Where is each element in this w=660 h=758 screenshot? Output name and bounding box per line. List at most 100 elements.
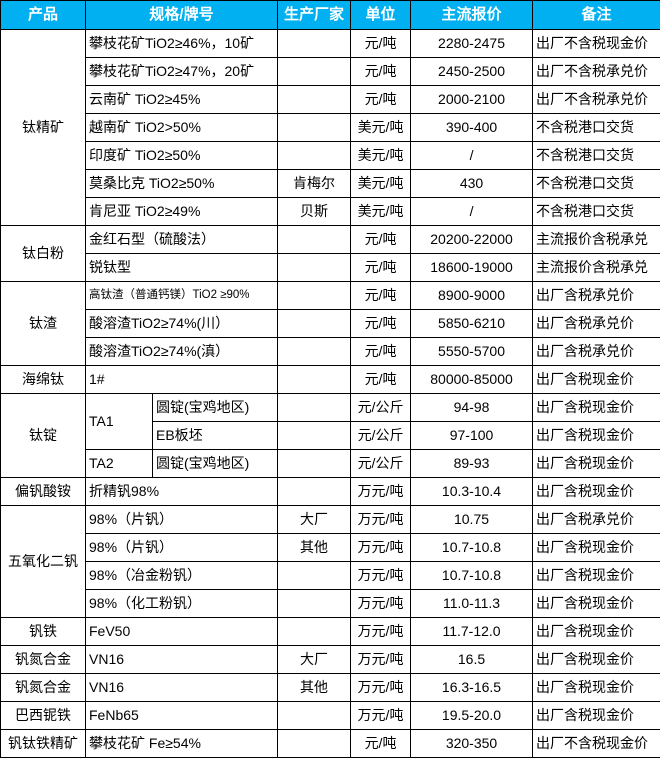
cell-price: 5850-6210 bbox=[411, 310, 533, 338]
cell-unit: 万元/吨 bbox=[351, 590, 411, 618]
cell-price: 430 bbox=[411, 170, 533, 198]
cell-manufacturer bbox=[278, 702, 351, 730]
cell-manufacturer bbox=[278, 86, 351, 114]
cell-remark: 出厂不含税承兑价 bbox=[533, 58, 660, 86]
cell-unit: 元/吨 bbox=[351, 30, 411, 58]
cell-unit: 美元/吨 bbox=[351, 142, 411, 170]
cell-spec: VN16 bbox=[86, 674, 278, 702]
cell-unit: 万元/吨 bbox=[351, 618, 411, 646]
cell-remark: 出厂不含税现金价 bbox=[533, 30, 660, 58]
cell-spec: 高钛渣（普通钙镁）TiO2 ≥90% bbox=[86, 282, 278, 310]
cell-unit: 元/吨 bbox=[351, 338, 411, 366]
cell-unit: 美元/吨 bbox=[351, 114, 411, 142]
cell-spec: 98%（片钒） bbox=[86, 506, 278, 534]
cell-manufacturer bbox=[278, 114, 351, 142]
cell-manufacturer bbox=[278, 618, 351, 646]
cell-product: 钒氮合金 bbox=[1, 646, 86, 674]
table-row: 印度矿 TiO2≥50%美元/吨/不含税港口交货 bbox=[1, 142, 660, 170]
cell-unit: 万元/吨 bbox=[351, 506, 411, 534]
cell-remark: 出厂不含税承兑价 bbox=[533, 86, 660, 114]
cell-spec: VN16 bbox=[86, 646, 278, 674]
cell-spec: 折精钒98% bbox=[86, 478, 278, 506]
cell-price: 10.75 bbox=[411, 506, 533, 534]
cell-product: 钛白粉 bbox=[1, 226, 86, 282]
cell-remark: 不含税港口交货 bbox=[533, 170, 660, 198]
cell-spec: 锐钛型 bbox=[86, 254, 278, 282]
cell-price: 20200-22000 bbox=[411, 226, 533, 254]
cell-manufacturer bbox=[278, 562, 351, 590]
cell-spec: FeV50 bbox=[86, 618, 278, 646]
header-unit: 单位 bbox=[351, 1, 411, 30]
cell-spec-grade: TA1 bbox=[86, 394, 153, 450]
cell-remark: 出厂含税承兑价 bbox=[533, 338, 660, 366]
cell-price: 94-98 bbox=[411, 394, 533, 422]
cell-price: 11.7-12.0 bbox=[411, 618, 533, 646]
cell-remark: 出厂含税承兑价 bbox=[533, 310, 660, 338]
cell-spec: 98%（冶金粉钒） bbox=[86, 562, 278, 590]
cell-manufacturer bbox=[278, 422, 351, 450]
cell-price: 2000-2100 bbox=[411, 86, 533, 114]
cell-spec-grade: TA2 bbox=[86, 450, 153, 478]
cell-spec: 印度矿 TiO2≥50% bbox=[86, 142, 278, 170]
cell-spec-form: 圆锭(宝鸡地区) bbox=[153, 450, 278, 478]
cell-spec: 1# bbox=[86, 366, 278, 394]
cell-manufacturer bbox=[278, 310, 351, 338]
cell-unit: 元/吨 bbox=[351, 254, 411, 282]
cell-manufacturer: 大厂 bbox=[278, 646, 351, 674]
cell-price: 18600-19000 bbox=[411, 254, 533, 282]
cell-unit: 万元/吨 bbox=[351, 646, 411, 674]
cell-unit: 元/吨 bbox=[351, 730, 411, 758]
cell-unit: 元/吨 bbox=[351, 86, 411, 114]
cell-manufacturer bbox=[278, 254, 351, 282]
cell-product: 钒氮合金 bbox=[1, 674, 86, 702]
cell-manufacturer: 大厂 bbox=[278, 506, 351, 534]
cell-product: 钛锭 bbox=[1, 394, 86, 478]
cell-spec: 云南矿 TiO2≥45% bbox=[86, 86, 278, 114]
cell-unit: 万元/吨 bbox=[351, 562, 411, 590]
cell-product: 钒铁 bbox=[1, 618, 86, 646]
cell-spec: 攀枝花矿TiO2≥46%，10矿 bbox=[86, 30, 278, 58]
cell-spec-form: EB板坯 bbox=[153, 422, 278, 450]
cell-price: 10.7-10.8 bbox=[411, 562, 533, 590]
cell-price: 10.7-10.8 bbox=[411, 534, 533, 562]
cell-unit: 万元/吨 bbox=[351, 478, 411, 506]
cell-remark: 出厂含税现金价 bbox=[533, 618, 660, 646]
cell-unit: 万元/吨 bbox=[351, 702, 411, 730]
cell-spec: FeNb65 bbox=[86, 702, 278, 730]
cell-remark: 出厂含税现金价 bbox=[533, 478, 660, 506]
cell-manufacturer bbox=[278, 478, 351, 506]
cell-price: 8900-9000 bbox=[411, 282, 533, 310]
cell-remark: 出厂含税承兑价 bbox=[533, 506, 660, 534]
cell-remark: 出厂含税现金价 bbox=[533, 422, 660, 450]
cell-product: 偏钒酸铵 bbox=[1, 478, 86, 506]
cell-price: 2280-2475 bbox=[411, 30, 533, 58]
cell-unit: 元/吨 bbox=[351, 310, 411, 338]
cell-product: 钛精矿 bbox=[1, 30, 86, 226]
header-row: 产品 规格/牌号 生产厂家 单位 主流报价 备注 bbox=[1, 1, 660, 30]
cell-remark: 出厂含税现金价 bbox=[533, 674, 660, 702]
cell-spec: 98%（化工粉钒） bbox=[86, 590, 278, 618]
cell-product: 巴西铌铁 bbox=[1, 702, 86, 730]
cell-price: 80000-85000 bbox=[411, 366, 533, 394]
header-price: 主流报价 bbox=[411, 1, 533, 30]
cell-product: 海绵钛 bbox=[1, 366, 86, 394]
cell-unit: 元/公斤 bbox=[351, 394, 411, 422]
cell-price: 11.0-11.3 bbox=[411, 590, 533, 618]
cell-manufacturer bbox=[278, 338, 351, 366]
cell-price: 390-400 bbox=[411, 114, 533, 142]
